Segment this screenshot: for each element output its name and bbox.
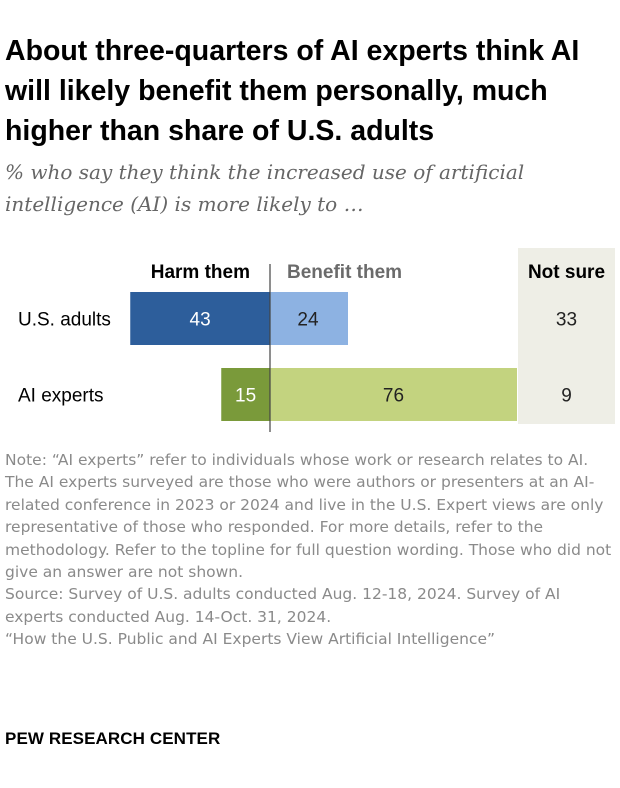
report-title: “How the U.S. Public and AI Experts View… [5,630,496,649]
value-benefit-ai-experts: 76 [383,386,404,407]
value-harm-ai-experts: 15 [235,386,256,407]
header-not-sure: Not sure [528,262,605,283]
bar-harm-u-s-adults [130,292,270,345]
category-label-u-s-adults: U.S. adults [18,310,111,331]
pew-logo: PEW RESEARCH CENTER [5,729,221,748]
value-not-sure-u-s-adults: 33 [556,310,577,331]
note-text: Note: “AI experts” refer to individuals … [5,451,612,582]
chart-title: About three-quarters of AI experts think… [5,35,580,147]
bar-benefit-ai-experts [270,368,517,421]
bar-benefit-u-s-adults [270,292,348,345]
bar-harm-ai-experts [221,368,270,421]
diverging-bar-chart: Harm them Benefit them Not sure U.S. adults… [18,248,615,432]
category-label-ai-experts: AI experts [18,386,104,407]
header-benefit: Benefit them [287,262,402,283]
value-not-sure-ai-experts: 9 [561,386,572,407]
not-sure-column-bg [518,248,615,424]
notes-block: Note: “AI experts” refer to individuals … [5,449,615,651]
value-harm-u-s-adults: 43 [190,310,211,331]
source-text: Source: Survey of U.S. adults conducted … [5,585,561,626]
value-benefit-u-s-adults: 24 [297,310,319,331]
header-harm: Harm them [151,262,250,283]
chart-subtitle: % who say they think the increased use o… [5,160,525,216]
